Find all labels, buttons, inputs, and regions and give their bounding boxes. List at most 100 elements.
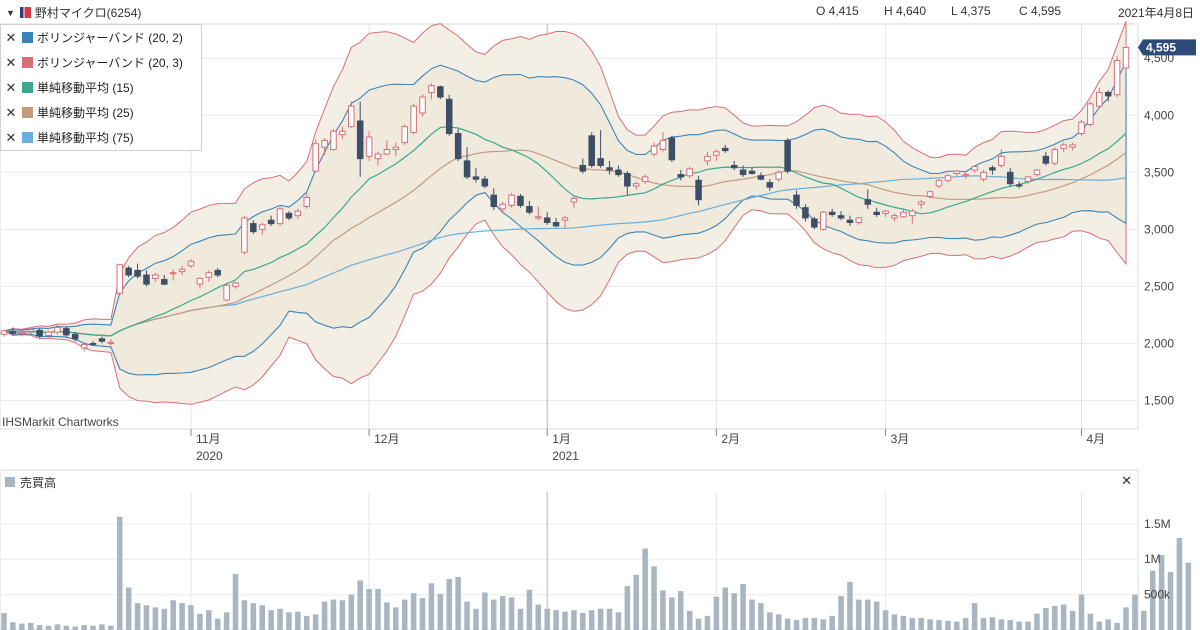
volume-bar [19,623,25,630]
candle-body [321,139,328,148]
volume-bar [1007,620,1013,630]
volume-bar [1167,571,1174,630]
candle-body [535,216,542,219]
volume-bar [918,617,924,630]
legend-swatch [22,132,33,143]
close-icon[interactable]: ✕ [5,79,17,95]
candle-body [18,331,26,334]
candle-body [819,211,827,230]
volume-bar [873,601,880,630]
volume-bar [1149,570,1156,630]
candle-body [63,328,70,336]
candle [1122,42,1130,73]
volume-bar [304,615,310,630]
close-icon[interactable]: ✕ [5,29,17,45]
legend-item-bollinger-20-2: ✕ ボリンジャーバンド (20, 2) [1,25,201,50]
volume-bar [232,574,239,630]
candle-body [330,130,337,150]
candle-body [917,201,925,205]
candle-body [303,196,311,208]
candle [864,189,872,209]
candle-body [962,174,969,177]
candle [125,265,132,278]
candle-body [793,194,800,206]
candle-body [668,137,676,161]
candle [713,149,720,161]
volume-bar [624,586,631,630]
candle-body [499,203,506,210]
volume-bar [27,622,34,630]
candle [1006,167,1014,186]
volume-bar [241,600,248,630]
candle-body [695,179,702,201]
legend-swatch [22,107,33,118]
volume-bar [1052,605,1058,630]
price-tick-label: 3,000 [1144,222,1174,236]
candle-body [490,194,498,208]
chart-header: ▼ 野村マイクロ(6254) O 4,415 H 4,640 L 4,375 C… [0,0,1200,24]
volume-bar [117,516,123,630]
volume-bar [277,608,283,630]
volume-bar [1114,622,1120,630]
candle [0,329,8,337]
candle-body [704,155,711,162]
volume-bar [811,617,818,630]
ticker-selector[interactable]: ▼ 野村マイクロ(6254) [6,4,141,21]
time-year-label: 2021 [552,449,579,463]
candle-body [989,167,996,171]
candle [267,215,275,226]
volume-tick-label: 1.5M [1144,517,1171,531]
candle-body [1015,184,1023,187]
volume-bar [740,584,746,630]
candle-body [1087,103,1094,125]
candle [909,208,916,224]
candle-body [597,158,604,166]
candle [775,170,782,182]
candle [944,173,952,183]
volume-bar [686,610,693,630]
candle [739,165,747,177]
candle [63,326,70,337]
candle [294,208,302,220]
volume-bar [81,625,87,630]
candle [481,175,489,189]
close-icon[interactable]: ✕ [5,54,17,70]
candle-body [784,139,791,172]
volume-bar [1123,607,1129,630]
chart-watermark: IHSMarkit Chartworks [2,415,119,429]
candle-body [873,211,880,216]
legend-label: 単純移動平均 (25) [37,106,134,120]
candle-body [134,269,141,277]
candle-body [624,172,631,187]
volume-bar [989,617,996,630]
volume-bar [695,618,702,630]
volume-bar [606,608,613,630]
candle-body [401,126,408,144]
candle [677,170,685,181]
candle [570,196,578,208]
close-icon[interactable]: ✕ [1121,473,1132,488]
candle [517,193,524,208]
candle-body [552,222,560,227]
volume-bar [491,599,497,630]
candle-body [143,274,150,285]
close-icon[interactable]: ✕ [5,129,17,145]
close-icon[interactable]: ✕ [5,104,17,120]
candle [214,268,221,278]
candle [143,270,150,287]
candle [89,341,97,346]
candle-body [223,284,230,301]
volume-bar [482,592,488,630]
candle-body [1060,144,1067,149]
caret-down-icon[interactable]: ▼ [6,7,15,18]
candle-body [285,212,293,219]
candle [27,328,34,334]
candle [766,179,774,191]
candle [445,94,453,136]
volume-bar [90,625,96,630]
volume-bar [829,615,835,630]
volume-bar [1078,594,1085,630]
candle-body [383,148,391,155]
volume-bar [508,597,515,630]
volume-bar [499,596,506,630]
